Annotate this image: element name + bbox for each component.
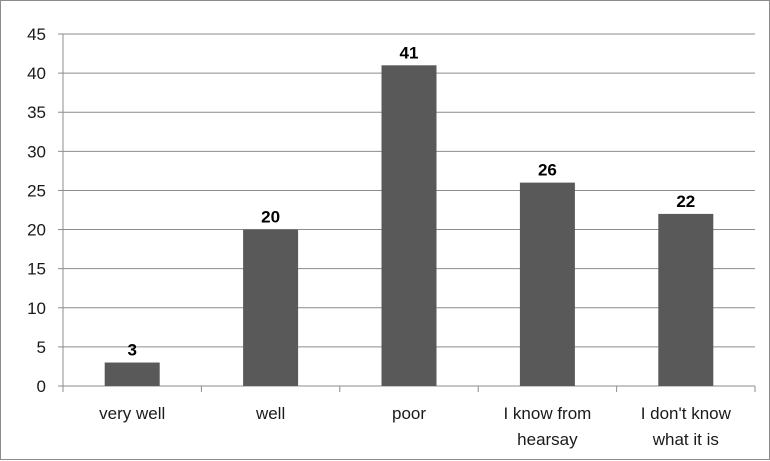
y-tick-label: 30 bbox=[27, 142, 46, 161]
bar bbox=[243, 229, 299, 386]
y-tick-label: 0 bbox=[37, 377, 46, 396]
x-category-label: poor bbox=[392, 404, 426, 423]
y-tick-label: 15 bbox=[27, 260, 46, 279]
x-category-label: what it is bbox=[652, 430, 719, 449]
data-label: 22 bbox=[676, 192, 695, 211]
y-tick-label: 25 bbox=[27, 181, 46, 200]
bar bbox=[658, 213, 714, 386]
data-label: 3 bbox=[127, 341, 136, 360]
y-tick-label: 35 bbox=[27, 103, 46, 122]
bar bbox=[519, 182, 575, 386]
x-category-label: hearsay bbox=[517, 430, 578, 449]
y-tick-label: 20 bbox=[27, 221, 46, 240]
data-label: 41 bbox=[400, 43, 419, 62]
x-category-label: well bbox=[255, 404, 285, 423]
y-tick-label: 40 bbox=[27, 64, 46, 83]
y-tick-label: 45 bbox=[27, 25, 46, 44]
bar bbox=[104, 362, 160, 386]
data-label: 26 bbox=[538, 161, 557, 180]
x-category-label: I don't know bbox=[641, 404, 732, 423]
y-tick-label: 5 bbox=[37, 338, 46, 357]
data-label: 20 bbox=[261, 208, 280, 227]
x-category-label: I know from bbox=[503, 404, 591, 423]
y-tick-label: 10 bbox=[27, 299, 46, 318]
x-category-label: very well bbox=[99, 404, 165, 423]
bar bbox=[381, 65, 437, 387]
